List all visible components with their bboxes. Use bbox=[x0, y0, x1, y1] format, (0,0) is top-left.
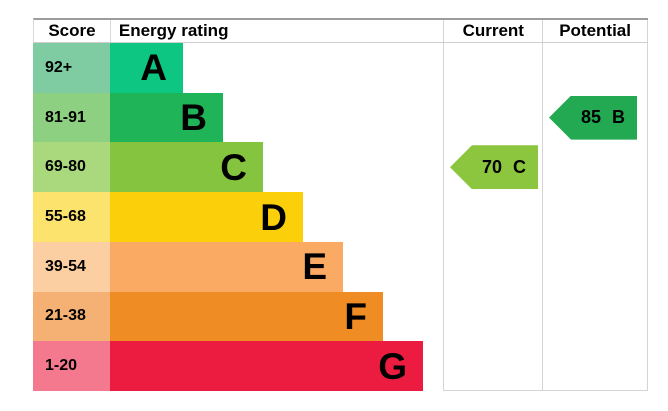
header-score: Score bbox=[34, 20, 111, 42]
band-bar-a: A bbox=[110, 43, 183, 93]
band-bar-f: F bbox=[110, 291, 383, 342]
band-score-range: 39-54 bbox=[33, 241, 110, 292]
band-score-range: 81-91 bbox=[33, 92, 110, 143]
header-current: Current bbox=[443, 20, 542, 42]
potential-column: 85 B bbox=[542, 43, 648, 391]
band-row-g: 1-20 G bbox=[33, 341, 443, 392]
chart-header-row: Score Energy rating Current Potential bbox=[33, 18, 649, 43]
band-row-b: 81-91 B bbox=[33, 92, 443, 143]
band-score-range: 21-38 bbox=[33, 291, 110, 342]
band-row-c: 69-80 C bbox=[33, 142, 443, 193]
band-bar-b: B bbox=[110, 92, 223, 143]
potential-rating-arrow: 85 B bbox=[549, 95, 637, 140]
band-row-d: 55-68 D bbox=[33, 192, 443, 242]
band-score-range: 55-68 bbox=[33, 192, 110, 242]
current-column: 70 C bbox=[443, 43, 542, 391]
band-row-f: 21-38 F bbox=[33, 291, 443, 342]
band-score-range: 1-20 bbox=[33, 341, 110, 392]
epc-rating-chart: Score Energy rating Current Potential 92… bbox=[33, 18, 649, 392]
header-energy-rating: Energy rating bbox=[118, 21, 229, 40]
band-bar-c: C bbox=[110, 142, 263, 193]
band-row-e: 39-54 E bbox=[33, 241, 443, 292]
band-score-range: 69-80 bbox=[33, 142, 110, 193]
header-potential: Potential bbox=[542, 20, 649, 42]
band-score-range: 92+ bbox=[33, 43, 110, 93]
band-bar-g: G bbox=[110, 341, 423, 392]
band-bar-e: E bbox=[110, 241, 343, 292]
band-row-a: 92+ A bbox=[33, 43, 443, 93]
band-bar-d: D bbox=[110, 192, 303, 242]
chart-body: 92+ A 81-91 B 69-80 C 55-68 D 39-54 E 21-38 F 1-20 G … bbox=[33, 43, 648, 392]
current-rating-arrow: 70 C bbox=[450, 145, 538, 190]
energy-bands: 92+ A 81-91 B 69-80 C 55-68 D 39-54 E 21-38 F 1-20 G bbox=[33, 43, 443, 392]
